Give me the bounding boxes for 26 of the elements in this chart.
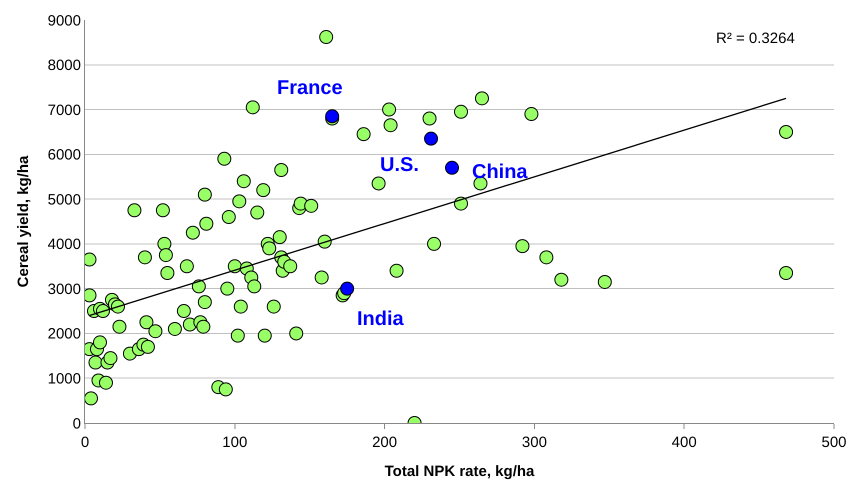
annotation: R² = 0.3264 <box>716 30 795 47</box>
annotation: India <box>357 308 405 330</box>
x-tick-label: 300 <box>522 434 547 451</box>
y-tick-label: 5000 <box>48 191 81 208</box>
y-axis-title: Cereal yield, kg/ha <box>14 154 32 288</box>
x-tick-label: 400 <box>672 434 697 451</box>
point <box>325 109 340 124</box>
x-tick-label: 500 <box>821 434 847 451</box>
y-tick-label: 4000 <box>48 236 81 254</box>
annotation: China <box>472 161 528 183</box>
x-tick-label: 200 <box>372 434 398 451</box>
y-tick-label: 8000 <box>48 57 81 74</box>
y-tick-label: 7000 <box>48 102 81 119</box>
y-tick-label: 6000 <box>48 146 81 164</box>
y-tick-label: 9000 <box>48 12 81 30</box>
annotation: U.S. <box>380 154 419 176</box>
x-tick-label: 100 <box>222 434 248 451</box>
x-axis-title: Total NPK rate, kg/ha <box>384 463 536 480</box>
y-tick-label: 1000 <box>48 370 81 388</box>
y-tick-label: 0 <box>72 415 81 432</box>
point <box>340 282 354 296</box>
point <box>424 132 438 146</box>
annotation: France <box>277 77 343 99</box>
point <box>445 160 460 175</box>
y-tick-label: 2000 <box>48 326 81 343</box>
y-tick-label: 3000 <box>48 280 81 298</box>
